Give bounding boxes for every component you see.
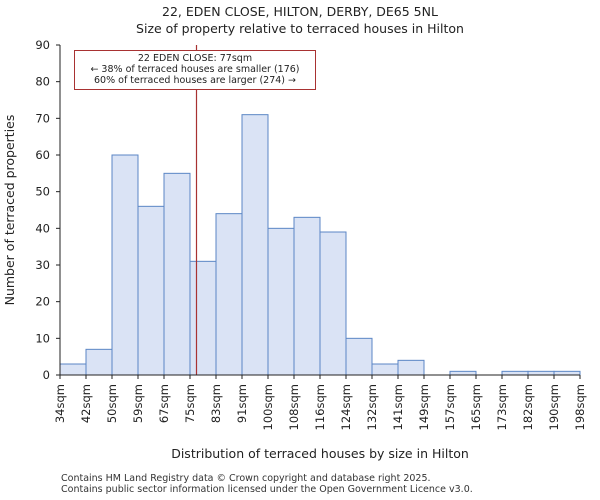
x-tick-label: 141sqm: [391, 384, 405, 430]
x-tick-label: 165sqm: [469, 384, 483, 430]
x-tick-label: 67sqm: [157, 384, 171, 423]
annotation-larger: 60% of terraced houses are larger (274) …: [94, 75, 296, 86]
title-subtitle: Size of property relative to terraced ho…: [136, 21, 464, 36]
y-tick-label: 80: [35, 75, 50, 89]
y-tick-label: 60: [35, 148, 50, 162]
histogram-bar: [449, 370, 477, 376]
histogram-bar: [215, 213, 243, 376]
y-tick-label: 0: [43, 368, 50, 382]
y-tick-label: 20: [35, 295, 50, 309]
y-tick-label: 50: [35, 185, 50, 199]
annotation-property: 22 EDEN CLOSE: 77sqm: [137, 53, 253, 64]
y-tick-label: 10: [35, 331, 50, 345]
x-tick-label: 190sqm: [547, 384, 561, 430]
y-tick-label: 90: [35, 38, 50, 52]
histogram-bar: [397, 359, 425, 376]
y-axis-title: Number of terraced properties: [2, 115, 17, 306]
histogram-bar: [319, 231, 347, 376]
x-tick-label: 157sqm: [443, 384, 457, 430]
y-tick-label: 40: [35, 221, 50, 235]
x-tick-label: 34sqm: [53, 384, 67, 423]
histogram-bar: [137, 205, 165, 376]
histogram-bar: [501, 370, 529, 376]
x-tick-label: 108sqm: [287, 384, 301, 430]
annotation-smaller: ← 38% of terraced houses are smaller (17…: [90, 64, 300, 75]
x-tick-label: 116sqm: [313, 384, 327, 430]
histogram-bar: [527, 370, 555, 376]
x-tick-label: 132sqm: [365, 384, 379, 430]
histogram-bar: [241, 114, 269, 376]
histogram-bar: [371, 363, 399, 376]
histogram-bar: [267, 227, 295, 376]
attribution-footer: Contains HM Land Registry data © Crown c…: [61, 473, 473, 495]
x-tick-label: 91sqm: [235, 384, 249, 423]
x-tick-label: 50sqm: [105, 384, 119, 423]
x-tick-label: 173sqm: [495, 384, 509, 430]
x-tick-label: 75sqm: [183, 384, 197, 423]
title-address: 22, EDEN CLOSE, HILTON, DERBY, DE65 5NL: [162, 4, 438, 19]
histogram-bar: [59, 363, 87, 376]
x-tick-label: 124sqm: [339, 384, 353, 430]
x-axis-title: Distribution of terraced houses by size …: [171, 446, 469, 461]
histogram-bar: [293, 216, 321, 376]
x-tick-label: 42sqm: [79, 384, 93, 423]
x-tick-label: 198sqm: [573, 384, 587, 430]
attribution-line-1: Contains HM Land Registry data © Crown c…: [61, 473, 431, 484]
histogram-bar: [85, 348, 113, 376]
histogram-bar: [111, 154, 139, 376]
y-tick-label: 30: [35, 258, 50, 272]
histogram-bar: [553, 370, 581, 376]
histogram-bar: [163, 172, 191, 376]
property-annotation: 22 EDEN CLOSE: 77sqm ← 38% of terraced h…: [74, 50, 316, 90]
x-tick-label: 182sqm: [521, 384, 535, 430]
x-tick-label: 83sqm: [209, 384, 223, 423]
x-tick-label: 100sqm: [261, 384, 275, 430]
histogram-bar: [189, 260, 217, 376]
x-tick-label: 59sqm: [131, 384, 145, 423]
x-tick-label: 149sqm: [417, 384, 431, 430]
chart-title: 22, EDEN CLOSE, HILTON, DERBY, DE65 5NL …: [0, 3, 600, 37]
y-tick-label: 70: [35, 111, 50, 125]
histogram-bar: [345, 337, 373, 376]
attribution-line-2: Contains public sector information licen…: [61, 484, 473, 495]
